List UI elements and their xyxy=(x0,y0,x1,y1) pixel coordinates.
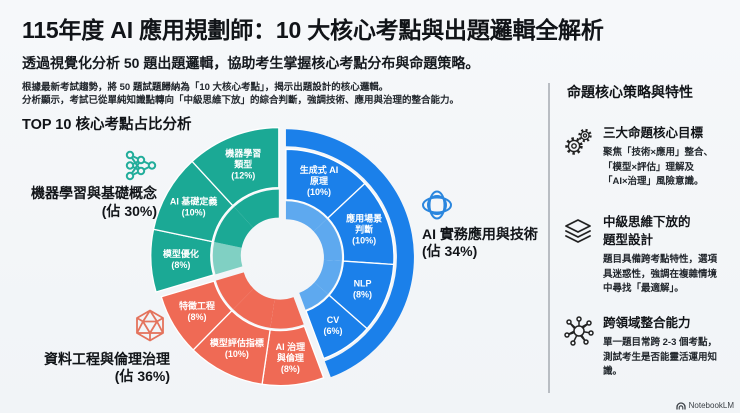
strategy-item-body: 題目具備跨考點特性，選項 具迷惑性，強調在複雜情境 中尋找「最適解」。 xyxy=(603,253,717,297)
chart-outer-ring xyxy=(285,129,414,378)
strategy-item-body-line: 聚焦「技術×應用」整合、 xyxy=(603,147,714,158)
strategy-item-body-line: 識。 xyxy=(603,366,623,377)
chart-segment-label: 生成式 AI 原理(10%) xyxy=(300,164,339,197)
strategy-item-title-line: 三大命題核心目標 xyxy=(603,126,704,140)
strategy-item-body-line: 中尋找「最適解」。 xyxy=(603,283,684,294)
chart-segment-label: 模型優化(8%) xyxy=(163,248,199,270)
group-percent-data-engineering: (佔 36%) xyxy=(114,368,170,384)
panel-heading: 命題核心策略與特性 xyxy=(567,84,693,100)
strategy-item-body: 聚焦「技術×應用」整合、 「模型×評估」理解及 「AI×治理」風險意識。 xyxy=(603,146,713,190)
chart-segment xyxy=(305,294,368,360)
strategy-item-title: 三大命題核心目標 xyxy=(603,124,703,142)
chart-title: TOP 10 核心考點占比分析 xyxy=(22,117,192,133)
strategy-item-title-line: 跨領域整合能力 xyxy=(603,316,691,330)
orbit-knot-icon xyxy=(422,190,452,220)
chart-inner-segment xyxy=(212,241,243,275)
chart-group: AI 治理與倫理(8%) 模型評估指標(10%) 特徵工程(8%) xyxy=(160,272,325,387)
chart-segment xyxy=(191,126,280,207)
chart-inner-segment xyxy=(314,259,342,295)
chart-segment-label: 模型評估指標(10%) xyxy=(210,337,264,359)
strategy-item-body: 單一題目常跨 2-3 個考點， 測試考生是否能靈活運用知 識。 xyxy=(603,336,717,380)
group-label-machine-learning: 機器學習與基礎概念 xyxy=(31,185,157,201)
network-hub-icon xyxy=(564,316,594,346)
page-title: 115年度 AI 應用規劃師：10 大核心考點與出題邏輯全解析 xyxy=(22,17,604,43)
description-line: 根據最新考試趨勢，將 50 題試題歸納為「10 大核心考點」，揭示出題設計的核心… xyxy=(22,82,389,93)
strategy-item-body-line: 「AI×治理」風險意識。 xyxy=(603,176,704,187)
chart-inner-segment xyxy=(214,207,254,248)
chart-inner-segment xyxy=(299,282,328,310)
chart-group: 生成式 AI 原理(10%)應用場景判斷(10%) NLP (8%) CV (6%) xyxy=(285,129,414,378)
icosahedron-icon xyxy=(136,309,164,342)
group-label-ai-practice: AI 實務應用與技術 xyxy=(422,226,538,242)
chart-segment xyxy=(160,280,233,351)
strategy-item-body-line: 「模型×評估」理解及 xyxy=(603,161,695,173)
description: 根據最新考試趨勢，將 50 題試題歸納為「10 大核心考點」，揭示出題設計的核心… xyxy=(22,81,459,107)
panel-divider xyxy=(548,83,550,393)
chart-segment-label: AI 治理與倫理(8%) xyxy=(276,341,306,374)
group-label-data-engineering: 資料工程與倫理治理 xyxy=(44,351,170,367)
watermark: NotebookLM xyxy=(675,400,734,411)
description-line: 分析顯示，考試已從單純知識點轉向「中級思維下放」的綜合判斷，強調技術、應用與治理… xyxy=(22,95,460,106)
chart-inner-segment xyxy=(233,288,275,328)
chart-segment-label: NLP (8%) xyxy=(353,279,372,300)
chart-inner-segment xyxy=(285,201,327,232)
chart-segment-label: CV (6%) xyxy=(324,315,343,336)
chart-segment-label: 機器學習類型(12%) xyxy=(225,147,261,180)
watermark-label: NotebookLM xyxy=(688,401,734,410)
chart-inner-segment xyxy=(215,272,254,310)
strategy-item-body-line: 測試考生是否能靈活運用知 xyxy=(603,351,718,363)
chart-inner-segment xyxy=(234,189,279,228)
chart-segment-label: 特徵工程(8%) xyxy=(179,300,215,322)
gears-icon xyxy=(565,128,592,155)
strategy-item-title: 跨領域整合能力 xyxy=(603,314,691,332)
strategy-item-title-line: 題型設計 xyxy=(603,233,654,247)
chart-segment-label: AI 基礎定義(10%) xyxy=(170,196,218,218)
chart-inner-segment xyxy=(270,297,304,329)
notebooklm-logo-icon xyxy=(675,401,686,409)
strategy-item-title-line: 中級思維下放的 xyxy=(603,215,691,229)
group-percent-machine-learning: (佔 30%) xyxy=(101,203,157,219)
chart-inner-segment xyxy=(313,219,342,262)
layers-icon xyxy=(565,219,591,243)
strategy-item-body-line: 題目具備跨考點特性，選項 xyxy=(603,254,718,265)
strategy-item-body-line: 具迷惑性，強調在複雜情境 xyxy=(603,268,718,280)
strategy-item-title: 中級思維下放的 題型設計 xyxy=(603,213,691,249)
chart-group: 模型優化(8%) AI 基礎定義(10%) 機器學習類型(12%) xyxy=(150,126,280,293)
strategy-item-body-line: 單一題目常跨 2-3 個考點， xyxy=(603,337,718,348)
neural-network-icon xyxy=(125,150,157,181)
group-percent-ai-practice: (佔 34%) xyxy=(422,243,478,259)
page-subtitle: 透過視覺化分析 50 題出題邏輯，協助考生掌握核心考點分布與命題策略。 xyxy=(22,55,480,71)
chart-segment-label: 應用場景判斷(10%) xyxy=(346,212,382,245)
